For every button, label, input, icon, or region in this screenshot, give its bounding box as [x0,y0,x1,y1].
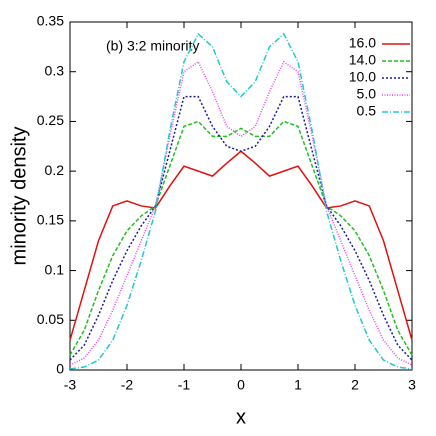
x-tick-label: -3 [64,377,77,393]
x-tick-label: -1 [178,377,191,393]
y-tick-label: 0 [56,361,64,377]
x-tick-label: 1 [294,377,302,393]
series-line [69,120,413,356]
x-axis-label: x [236,406,246,428]
y-tick-label: 0.15 [37,212,64,228]
series-line [69,60,413,366]
y-axis-label: minority density [8,127,30,266]
y-tick-label: 0.2 [45,162,65,178]
x-tick-label: 3 [408,377,416,393]
y-tick-label: 0.05 [37,311,64,327]
annotation: (b) 3:2 minority [106,38,199,54]
series-line [69,150,413,341]
y-tick-label: 0.25 [37,112,64,128]
legend-label: 14.0 [349,52,376,68]
x-tick-label: 0 [237,377,245,393]
y-tick-label: 0.1 [45,261,65,277]
x-tick-label: -2 [121,377,134,393]
x-tick-label: 2 [351,377,359,393]
legend-label: 0.5 [357,103,377,119]
legend-label: 5.0 [357,86,377,102]
series-line [69,95,413,361]
y-tick-label: 0.3 [45,62,65,78]
series-line [69,32,413,370]
legend-label: 10.0 [349,69,376,85]
y-tick-label: 0.35 [37,13,64,29]
legend-label: 16.0 [349,35,376,51]
